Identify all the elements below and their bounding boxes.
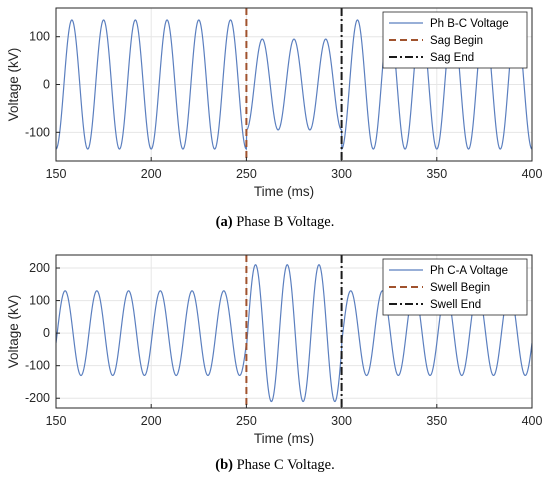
caption-b-tag: (b) xyxy=(215,457,233,473)
y-tick-label: 0 xyxy=(43,326,50,340)
x-axis-title: Time (ms) xyxy=(254,184,314,199)
caption-a-tag: (a) xyxy=(215,214,233,230)
x-tick-label: 350 xyxy=(426,414,447,428)
legend-entry: Swell Begin xyxy=(430,282,490,294)
legend-entry: Ph C-A Voltage xyxy=(430,265,508,277)
x-axis-title: Time (ms) xyxy=(254,431,314,446)
y-tick-label: 200 xyxy=(29,261,50,275)
legend-entry: Ph B-C Voltage xyxy=(430,18,509,30)
x-tick-label: 250 xyxy=(236,167,257,181)
y-tick-label: 100 xyxy=(29,30,50,44)
y-axis-title: Voltage (kV) xyxy=(6,295,21,369)
y-tick-label: -100 xyxy=(25,125,50,139)
x-tick-label: 250 xyxy=(236,414,257,428)
axes-box xyxy=(55,254,533,409)
y-tick-label: 0 xyxy=(43,78,50,92)
caption-b: (b) Phase C Voltage. xyxy=(0,457,550,474)
series-line-ph-c-a-voltage xyxy=(56,264,532,403)
x-tick-label: 300 xyxy=(331,167,352,181)
caption-a: (a) Phase B Voltage. xyxy=(0,214,550,231)
x-tick-label: 400 xyxy=(522,167,543,181)
x-tick-label: 400 xyxy=(522,414,543,428)
legend-entry: Sag End xyxy=(430,52,474,64)
x-tick-label: 300 xyxy=(331,414,352,428)
x-tick-label: 200 xyxy=(141,414,162,428)
y-tick-label: -100 xyxy=(25,359,50,373)
x-tick-label: 150 xyxy=(46,414,67,428)
y-tick-label: 100 xyxy=(29,294,50,308)
x-tick-label: 200 xyxy=(141,167,162,181)
y-tick-label: -200 xyxy=(25,391,50,405)
legend-entry: Sag Begin xyxy=(430,35,483,47)
chart-0: 150 200 250 300 350 400 -100 0 100 Time (ms) Volta… xyxy=(6,7,543,199)
x-tick-label: 350 xyxy=(426,167,447,181)
chart-1: 150 200 250 300 350 400 -200 -100 0 100 200 Time (m… xyxy=(6,254,543,446)
legend: Ph B-C Voltage Sag Begin Sag End xyxy=(382,11,528,69)
y-axis-title: Voltage (kV) xyxy=(6,48,21,122)
caption-b-text: Phase C Voltage. xyxy=(236,457,335,473)
x-tick-label: 150 xyxy=(46,167,67,181)
caption-a-text: Phase B Voltage. xyxy=(236,214,335,230)
legend: Ph C-A Voltage Swell Begin Swell End xyxy=(382,258,528,316)
legend-entry: Swell End xyxy=(430,299,481,311)
